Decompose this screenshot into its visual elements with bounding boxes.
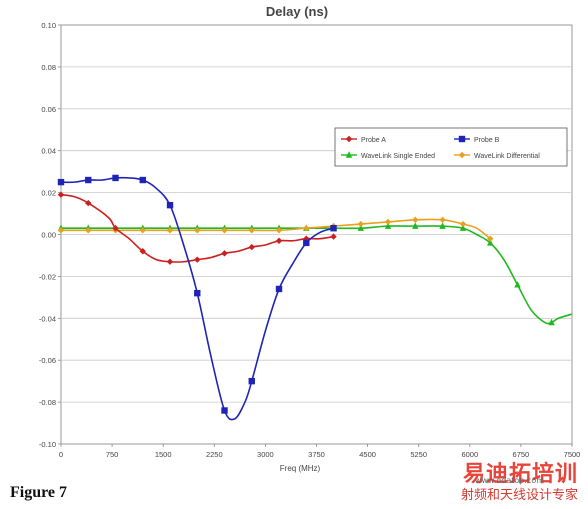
data-point-probe-a [330,233,337,240]
data-point-probe-a [166,258,174,265]
data-point-probe-a [85,199,92,207]
legend-box [334,127,568,167]
watermark-url: www.edatop.com [474,476,544,485]
data-point-wavelink-differential [412,216,419,224]
data-point-wavelink-differential [248,227,255,234]
watermark-sub-text: 射频和天线设计专家 [460,488,578,503]
x-tick-label: 750 [106,450,119,459]
y-tick-label: -0.06 [39,356,56,365]
x-tick-label: 1500 [155,450,172,459]
x-tick-label: 6750 [513,450,530,459]
data-point-probe-b [194,289,201,297]
data-point-probe-a [275,237,283,244]
x-axis-label: Freq (MHz) [280,464,321,473]
watermark-logo: 易迪拓培训 www.edatop.com 射频和天线设计专家 [422,454,582,506]
x-axis-tick-labels: 0 750 1500 2250 3000 3750 4500 5250 6000 6750 7500 [59,450,580,459]
series-line-probe-b [60,176,334,421]
data-point-wavelink-single-ended [412,222,419,229]
data-point-wavelink-differential [194,227,201,234]
figure-caption: Figure 7 [10,484,68,501]
data-point-probe-a [57,191,65,198]
data-point-probe-b [85,176,92,184]
data-point-probe-a [112,225,119,232]
data-point-probe-b [57,178,65,186]
chart-title: Delay (ns) [266,4,328,19]
series-layer [57,174,573,421]
y-tick-label: 0.06 [41,105,56,114]
series-wavelink-differential [57,216,494,242]
data-point-probe-b [112,174,119,182]
data-point-probe-a [194,256,201,263]
x-tick-label: 7500 [564,450,581,459]
y-axis-tick-labels: 0.10 0.08 0.06 0.04 0.02 0.00 -0.02 -0.04 -0.06 -… [39,21,56,449]
data-point-wavelink-differential [85,227,92,234]
watermark-main-text: 易迪拓培训 [462,462,578,487]
data-point-probe-b [221,407,228,414]
y-tick-label: 0.08 [41,63,56,72]
data-point-wavelink-single-ended [487,239,494,246]
x-tick-label: 3000 [257,450,274,459]
legend-marker-wavelink-differential [458,151,466,159]
legend: Probe A Probe B WaveLink Single Ended WaveL… [334,127,568,167]
x-tick-label: 5250 [410,450,427,459]
data-point-probe-a [303,235,310,242]
data-point-probe-b [303,239,310,247]
y-tick-label: -0.02 [39,272,56,281]
data-point-wavelink-differential [57,227,65,234]
y-tick-label: -0.08 [39,398,56,407]
series-probe-a [57,191,337,265]
data-point-probe-a [139,248,146,255]
legend-label-probe-a: Probe A [361,137,386,144]
data-point-wavelink-differential [139,227,146,234]
y-tick-label: 0.00 [41,231,56,240]
data-point-wavelink-differential [303,225,310,232]
series-probe-b [57,174,337,421]
y-tick-label: 0.10 [41,21,56,30]
legend-marker-wavelink-single-ended [345,151,353,158]
data-point-wavelink-differential [459,220,467,228]
data-point-wavelink-single-ended [357,224,364,231]
x-tick-label: 4500 [359,450,376,459]
data-point-wavelink-single-ended [384,222,392,229]
data-point-wavelink-differential [221,227,228,234]
data-point-wavelink-single-ended [439,222,446,229]
legend-marker-probe-b [458,135,466,143]
data-point-wavelink-single-ended [514,281,521,288]
data-point-wavelink-differential [487,235,494,242]
legend-label-wavelink-single-ended: WaveLink Single Ended [361,153,435,160]
y-tick-label: -0.04 [39,314,56,323]
legend-label-wavelink-differential: WaveLink Differential [474,153,540,160]
legend-marker-probe-a [345,135,353,143]
x-tick-label: 6000 [461,450,478,459]
data-point-wavelink-single-ended [459,224,467,231]
data-point-probe-a [248,243,255,251]
y-tick-label: 0.04 [41,147,56,156]
legend-label-probe-b: Probe B [474,137,500,144]
y-tick-label: -0.10 [39,440,56,449]
data-point-probe-b [275,285,283,293]
data-point-probe-b [139,176,146,184]
x-tick-label: 3750 [308,450,325,459]
data-point-wavelink-single-ended [548,318,555,326]
x-tick-label: 2250 [206,450,223,459]
data-point-probe-a [221,250,228,257]
data-point-probe-b [330,225,337,232]
y-tick-label: 0.02 [41,189,56,198]
data-point-wavelink-differential [275,227,283,234]
data-point-wavelink-differential [384,218,392,226]
data-point-wavelink-differential [439,216,446,224]
data-point-probe-b [166,201,174,209]
data-point-probe-b [248,377,255,385]
data-point-wavelink-differential [166,227,174,234]
x-tick-label: 0 [59,450,63,459]
data-point-wavelink-differential [357,220,364,228]
